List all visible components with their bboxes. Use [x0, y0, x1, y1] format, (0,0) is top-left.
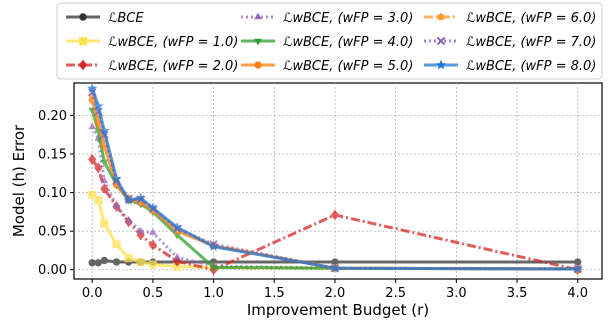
series-layer	[87, 82, 583, 276]
y-tick-label: 0.10	[38, 186, 67, 201]
series-line	[90, 126, 578, 271]
legend-frame	[56, 2, 603, 80]
legend-marker	[79, 37, 87, 45]
legend-marker	[254, 38, 262, 46]
data-point	[124, 215, 133, 223]
y-tick-label: 0.15	[38, 147, 67, 162]
legend-label: ℒwBCE, (wFP = 4.0)	[283, 35, 413, 50]
y-tick-label: 0.00	[38, 263, 67, 278]
x-tick-label: 2.0	[325, 286, 346, 301]
data-point	[88, 259, 96, 267]
data-point	[99, 125, 110, 136]
data-point	[94, 162, 103, 174]
data-point	[124, 254, 133, 263]
data-point	[208, 241, 219, 252]
y-axis: 0.00 0.05 0.10 0.15 0.20	[38, 109, 74, 278]
legend-marker	[436, 36, 446, 46]
data-point	[572, 263, 583, 274]
legend-item: ℒwBCE, (wFP = 5.0)	[241, 59, 413, 74]
legend-item: ℒwBCE, (wFP = 7.0)	[424, 35, 596, 50]
legend-item: ℒwBCE, (wFP = 2.0)	[66, 59, 238, 74]
x-axis-label: Improvement Budget (r)	[247, 301, 429, 319]
x-axis: 0.0 0.5 1.0 1.5 2.0 2.5 3.0 3.5 4.0	[82, 279, 588, 301]
legend-item: ℒwBCE, (wFP = 3.0)	[241, 11, 413, 26]
data-point	[100, 219, 109, 228]
y-axis-label: Model (h) Error	[10, 124, 28, 237]
data-point	[88, 154, 97, 165]
data-point	[149, 228, 157, 235]
data-point	[112, 258, 121, 266]
data-point	[171, 221, 183, 232]
x-tick-label: 3.0	[446, 286, 467, 301]
legend-item: ℒwBCE, (wFP = 8.0)	[424, 59, 596, 74]
data-point	[148, 239, 158, 251]
legend-label: ℒwBCE, (wFP = 3.0)	[283, 11, 413, 26]
data-point	[123, 194, 134, 205]
x-tick-label: 1.5	[264, 286, 285, 301]
legend-marker	[253, 61, 263, 69]
x-tick-label: 3.5	[507, 286, 528, 301]
legend-item: ℒwBCE, (wFP = 1.0)	[66, 35, 238, 50]
x-tick-label: 0.5	[143, 286, 164, 301]
legend-label: ℒBCE	[108, 11, 144, 26]
legend-label: ℒwBCE, (wFP = 6.0)	[466, 11, 596, 26]
y-tick-label: 0.05	[38, 225, 67, 240]
data-point	[329, 262, 341, 273]
data-point	[94, 196, 103, 205]
x-tick-label: 1.0	[203, 286, 224, 301]
legend-label: ℒwBCE, (wFP = 5.0)	[283, 59, 413, 74]
data-point	[112, 202, 121, 209]
data-point	[147, 202, 159, 213]
data-point	[148, 260, 157, 269]
x-tick-label: 4.0	[567, 286, 588, 301]
data-point	[136, 258, 145, 267]
legend-marker	[79, 13, 87, 21]
data-point	[94, 259, 102, 267]
legend-item: ℒBCE	[66, 11, 144, 26]
legend-label: ℒwBCE, (wFP = 7.0)	[466, 35, 596, 50]
x-tick-label: 2.5	[385, 286, 406, 301]
legend-item: ℒwBCE, (wFP = 4.0)	[241, 35, 413, 50]
data-point	[112, 240, 121, 249]
legend-label: ℒwBCE, (wFP = 8.0)	[466, 59, 596, 74]
data-point	[209, 265, 218, 272]
data-point	[173, 252, 181, 260]
y-tick-label: 0.20	[38, 109, 67, 124]
data-point	[136, 226, 145, 234]
legend: ℒBCE ℒwBCE, (wFP = 1.0) ℒwBCE, (wFP = 2.0)…	[56, 2, 603, 80]
data-point	[93, 100, 104, 111]
x-tick-label: 0.0	[82, 286, 103, 301]
legend-marker	[78, 59, 88, 71]
data-point	[100, 159, 109, 167]
legend-marker	[435, 59, 447, 70]
data-point	[135, 192, 146, 203]
legend-label: ℒwBCE, (wFP = 2.0)	[108, 59, 238, 74]
data-point	[100, 176, 109, 184]
legend-marker	[254, 12, 262, 20]
legend-item: ℒwBCE, (wFP = 6.0)	[424, 11, 596, 26]
data-point	[87, 82, 98, 93]
data-point	[88, 122, 97, 130]
legend-label: ℒwBCE, (wFP = 1.0)	[108, 35, 238, 50]
data-point	[111, 173, 122, 184]
series-8	[87, 82, 583, 274]
data-point	[100, 256, 109, 265]
data-point	[330, 209, 340, 221]
legend-marker	[437, 12, 445, 21]
